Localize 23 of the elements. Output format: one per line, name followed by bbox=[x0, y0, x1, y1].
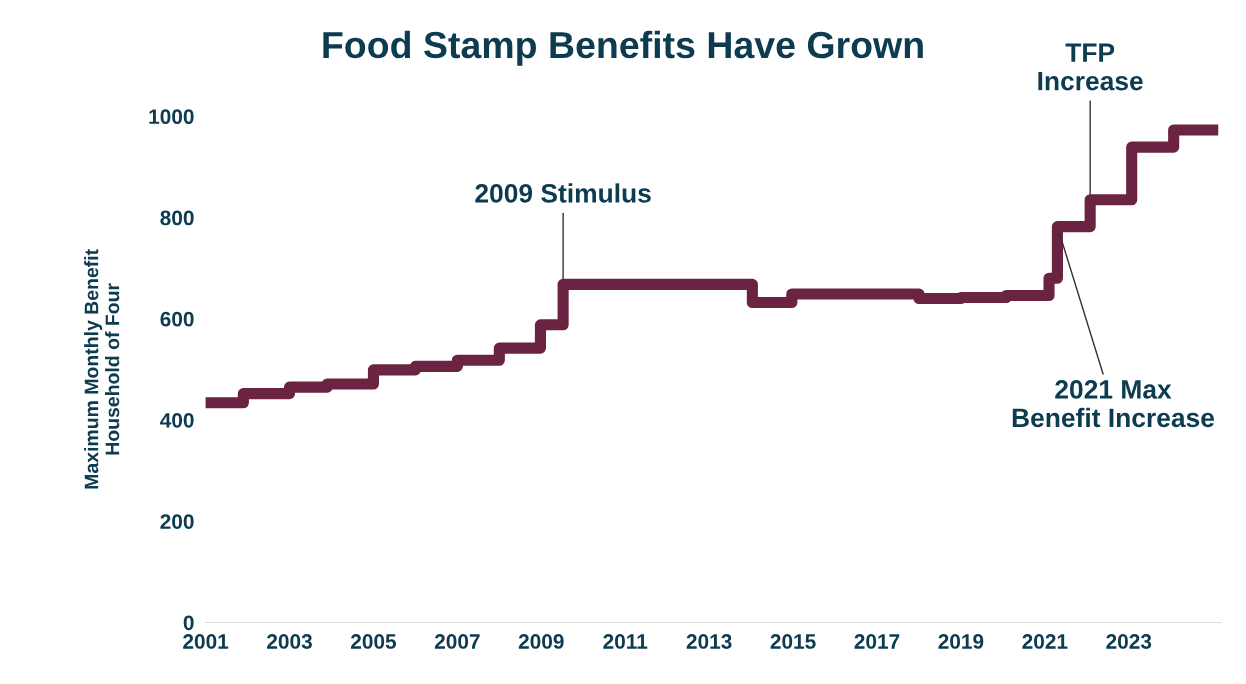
y-axis-title: Maximum Monthly Benefit Household of Four bbox=[84, 249, 120, 489]
annotation: 2021 Max Benefit Increase bbox=[1012, 380, 1215, 428]
chart-title: Food Stamp Benefits Have Grown bbox=[323, 30, 923, 66]
x-tick-label: 2017 bbox=[854, 634, 900, 649]
x-tick-label: 2023 bbox=[1106, 634, 1152, 649]
annotation: TFP Increase bbox=[1038, 43, 1143, 91]
x-tick-label: 2019 bbox=[938, 634, 984, 649]
y-tick-label: 600 bbox=[160, 311, 194, 327]
x-tick-label: 2001 bbox=[183, 634, 229, 649]
y-tick-label: 400 bbox=[160, 412, 194, 428]
y-tick-label: 0 bbox=[183, 615, 194, 631]
y-tick-label: 800 bbox=[160, 210, 194, 226]
annotation: 2009 Stimulus bbox=[475, 183, 651, 203]
x-tick-label: 2005 bbox=[350, 634, 397, 649]
y-tick-label: 200 bbox=[160, 514, 194, 529]
x-tick-label: 2011 bbox=[603, 634, 648, 649]
x-tick-label: 2003 bbox=[267, 634, 312, 649]
x-tick-label: 2021 bbox=[1022, 634, 1068, 649]
x-tick-label: 2007 bbox=[434, 634, 480, 649]
x-tick-label: 2009 bbox=[518, 634, 564, 649]
y-tick-label: 1000 bbox=[149, 109, 194, 125]
x-tick-label: 2015 bbox=[770, 634, 816, 649]
x-tick-label: 2013 bbox=[686, 634, 732, 649]
